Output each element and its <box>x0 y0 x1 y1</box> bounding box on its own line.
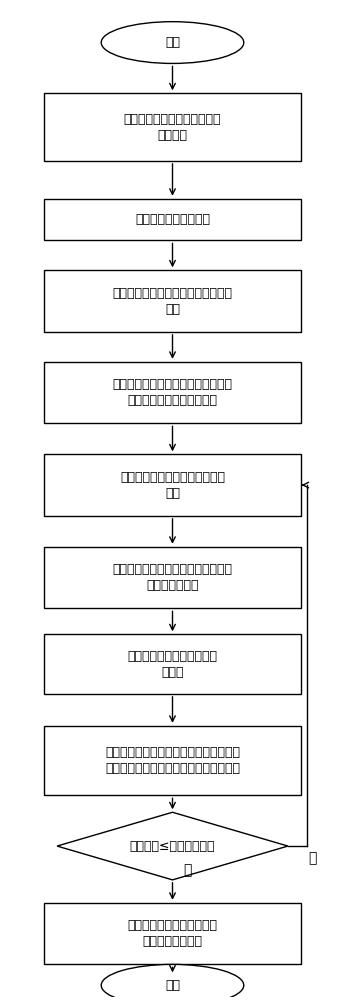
Bar <box>43 270 302 332</box>
Bar <box>43 547 302 608</box>
Bar <box>43 362 302 423</box>
Ellipse shape <box>101 964 244 1000</box>
Bar <box>43 454 302 516</box>
Text: 是: 是 <box>308 851 317 865</box>
Ellipse shape <box>101 22 244 63</box>
Text: 根据当前的量子方案及量子旋转角矢
量更新量子方案: 根据当前的量子方案及量子旋转角矢 量更新量子方案 <box>112 563 233 592</box>
Text: 将整个头脑风暴小组成员等分为若干
小组: 将整个头脑风暴小组成员等分为若干 小组 <box>112 287 233 316</box>
Text: 根据不同的策略更新量子旋转角
矢量: 根据不同的策略更新量子旋转角 矢量 <box>120 471 225 500</box>
Bar <box>43 726 302 795</box>
Text: 结束: 结束 <box>165 979 180 992</box>
Text: 输出最优方案，即为最佳工
作传感器部署方式: 输出最优方案，即为最佳工 作传感器部署方式 <box>128 919 217 948</box>
Text: 初始化量子方案及方案: 初始化量子方案及方案 <box>135 213 210 226</box>
Bar <box>43 903 302 964</box>
Polygon shape <box>57 812 288 880</box>
Bar <box>43 634 302 694</box>
Text: 进化代数≤最大进化代数: 进化代数≤最大进化代数 <box>130 840 215 853</box>
Bar <box>43 199 302 240</box>
Text: 开始: 开始 <box>165 36 180 49</box>
Text: 对每个小组成员的方案进行适应度评
价，选取小组长及中心方案: 对每个小组成员的方案进行适应度评 价，选取小组长及中心方案 <box>112 378 233 407</box>
Text: 对所有量子方案进行观测得
到方案: 对所有量子方案进行观测得 到方案 <box>128 650 217 679</box>
Text: 否: 否 <box>184 863 192 877</box>
Text: 建立三维空间下的异构传感器
网络模型: 建立三维空间下的异构传感器 网络模型 <box>124 113 221 142</box>
Bar <box>43 93 302 161</box>
Text: 计算每个方案的联合感知概率，进行适应
度评价，并分组，选取小组长和中心方案: 计算每个方案的联合感知概率，进行适应 度评价，并分组，选取小组长和中心方案 <box>105 746 240 775</box>
